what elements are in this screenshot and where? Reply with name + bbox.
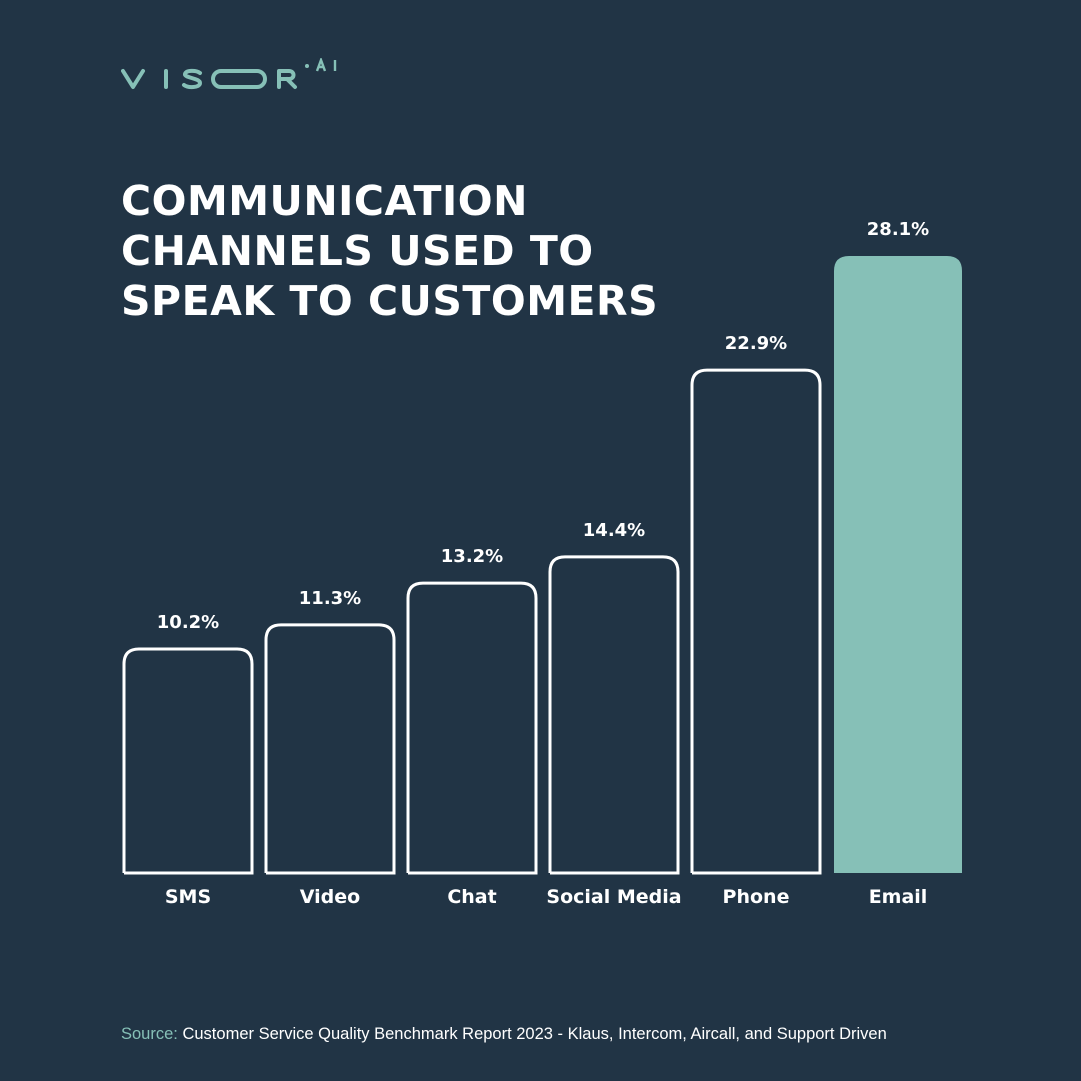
bar-social-media [548,555,680,875]
logo-letter-o [211,69,267,89]
chart-title: COMMUNICATION CHANNELS USED TO SPEAK TO … [121,176,761,326]
title-line-2: CHANNELS USED TO [121,227,594,275]
source-text: Customer Service Quality Benchmark Repor… [182,1025,887,1043]
logo-letter-r [277,69,297,89]
category-label-social-media: Social Media [546,886,681,908]
title-line-3: SPEAK TO CUSTOMERS [121,277,659,325]
bar-email [834,256,962,873]
value-label-video: 11.3% [299,588,361,609]
bar-chat [406,581,538,875]
value-label-phone: 22.9% [725,333,787,354]
category-label-video: Video [300,886,360,908]
source-prefix: Source: [121,1025,178,1043]
category-label-phone: Phone [723,886,790,908]
value-label-sms: 10.2% [157,612,219,633]
logo-dot [305,64,309,68]
value-label-email: 28.1% [867,219,929,240]
bar-video [264,623,396,875]
logo-letter-s [182,68,202,90]
visor-ai-logo [121,58,337,90]
bar-phone [690,368,822,875]
category-label-chat: Chat [447,886,496,908]
category-label-sms: SMS [165,886,211,908]
value-label-social-media: 14.4% [583,520,645,541]
category-label-email: Email [869,886,928,908]
value-label-chat: 13.2% [441,546,503,567]
logo-letter-v [121,69,145,89]
logo-letter-a [315,58,327,72]
bar-sms [122,647,254,875]
title-line-1: COMMUNICATION [121,177,528,225]
source-note: Source: Customer Service Quality Benchma… [121,1025,887,1044]
